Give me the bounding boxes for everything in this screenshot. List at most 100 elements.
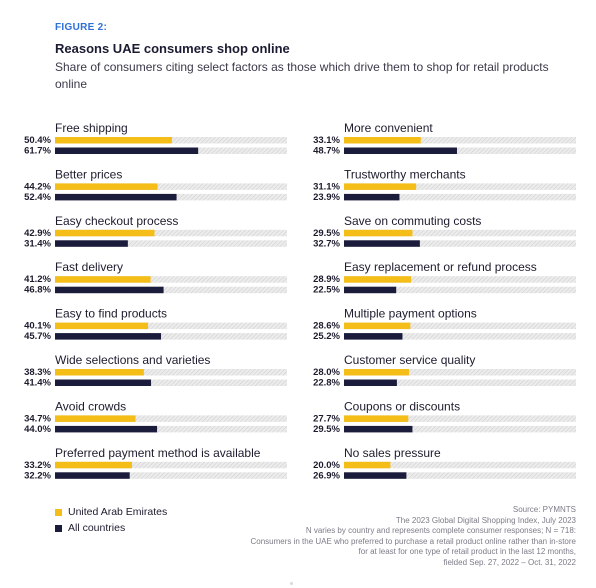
legend-swatch-uae: [55, 508, 62, 516]
value-label-all: 48.7%: [313, 146, 340, 157]
bar-all: [55, 240, 128, 247]
legend: United Arab Emirates All countries: [55, 504, 167, 536]
bar-track: [344, 229, 576, 237]
value-label-uae: 44.2%: [24, 181, 51, 192]
category-label: Preferred payment method is available: [55, 446, 261, 460]
bar-uae: [344, 229, 413, 237]
bar-track: [344, 240, 576, 247]
source-line: fielded Sep. 27, 2022 – Oct. 31, 2022: [443, 557, 576, 567]
bar-track: [344, 286, 576, 294]
value-label-uae: 28.0%: [313, 367, 340, 378]
value-label-uae: 41.2%: [24, 274, 51, 285]
value-label-all: 22.5%: [313, 285, 340, 296]
value-label-all: 61.7%: [24, 146, 51, 157]
bar-all: [55, 472, 130, 479]
value-label-uae: 50.4%: [24, 135, 51, 146]
bar-track: [55, 322, 287, 330]
bar-all: [55, 379, 152, 386]
source-line: Consumers in the UAE who preferred to pu…: [250, 536, 576, 546]
bar-all: [55, 193, 177, 201]
legend-item-uae: United Arab Emirates: [55, 504, 167, 520]
value-label-uae: 33.2%: [24, 460, 51, 471]
category-label: Easy checkout process: [55, 214, 178, 228]
bar-track: [55, 240, 287, 247]
source-line: The 2023 Global Digital Shopping Index, …: [395, 515, 576, 525]
source-line: Source: PYMNTS: [512, 505, 576, 514]
value-label-uae: 20.0%: [313, 460, 340, 471]
bar-uae: [344, 137, 421, 144]
category-label: Easy to find products: [55, 307, 167, 321]
bar-all: [344, 240, 420, 247]
value-label-all: 26.9%: [313, 470, 340, 481]
bar-uae: [344, 415, 409, 422]
bar-uae: [55, 183, 158, 190]
bar-uae: [55, 229, 155, 237]
category-label: Multiple payment options: [344, 307, 477, 321]
source-line: N varies by country and represents compl…: [305, 526, 576, 536]
bar-all: [344, 333, 403, 340]
bar-uae: [344, 322, 411, 330]
bar-all: [344, 425, 413, 433]
bar-track: [55, 425, 287, 433]
bar-uae: [344, 183, 417, 190]
value-label-all: 29.5%: [313, 424, 340, 435]
bar-uae: [344, 461, 391, 469]
bar-all: [344, 286, 397, 294]
bar-all: [344, 147, 457, 154]
bar-track: [344, 415, 576, 422]
category-label: No sales pressure: [344, 446, 441, 460]
category-label: More convenient: [344, 121, 433, 135]
chart-subtitle: Share of consumers citing select factors…: [55, 60, 549, 91]
value-label-all: 52.4%: [24, 192, 51, 203]
bar-track: [344, 461, 576, 469]
legend-swatch-all: [55, 524, 62, 532]
value-label-all: 41.4%: [24, 378, 51, 389]
category-label: Wide selections and varieties: [55, 353, 210, 367]
bar-track: [55, 472, 287, 479]
value-label-uae: 31.1%: [313, 181, 340, 192]
category-label: Free shipping: [55, 121, 128, 135]
value-label-uae: 33.1%: [313, 135, 340, 146]
bar-track: [344, 379, 576, 386]
bar-track: [55, 183, 287, 190]
value-label-all: 32.7%: [313, 238, 340, 249]
bar-uae: [55, 276, 151, 283]
source-note: Source: PYMNTS The 2023 Global Digital S…: [186, 505, 576, 569]
legend-label-uae: United Arab Emirates: [68, 506, 168, 518]
value-label-uae: 28.9%: [313, 274, 340, 285]
bar-track: [55, 276, 287, 283]
value-label-uae: 38.3%: [24, 367, 51, 378]
value-label-all: 22.8%: [313, 378, 340, 389]
value-label-all: 44.0%: [24, 424, 51, 435]
source-line: for at least for one type of retail prod…: [358, 547, 576, 557]
category-label: Easy replacement or refund process: [344, 260, 537, 274]
bar-track: [344, 147, 576, 154]
legend-item-all: All countries: [55, 520, 167, 536]
bar-chart: Free shipping 50.4%61.7% Better prices 44.2…: [24, 121, 576, 481]
value-label-uae: 42.9%: [24, 228, 51, 239]
value-label-all: 45.7%: [24, 331, 51, 342]
bar-track: [344, 276, 576, 283]
category-label: Coupons or discounts: [344, 399, 460, 413]
category-label: Trustworthy merchants: [344, 167, 466, 181]
bar-track: [344, 137, 576, 144]
bar-uae: [55, 322, 149, 330]
category-label: Fast delivery: [55, 260, 123, 274]
bar-track: [344, 322, 576, 330]
value-label-uae: 40.1%: [24, 321, 51, 332]
value-label-uae: 34.7%: [24, 413, 51, 424]
category-label: Save on commuting costs: [344, 214, 481, 228]
bar-all: [55, 425, 158, 433]
category-label: Better prices: [55, 167, 122, 181]
bar-uae: [55, 461, 133, 469]
category-label: Customer service quality: [344, 353, 475, 367]
value-label-all: 32.2%: [24, 470, 51, 481]
chart-title: Reasons UAE consumers shop online: [55, 41, 290, 56]
bar-track: [55, 286, 287, 294]
bar-all: [344, 379, 397, 386]
bar-track: [55, 461, 287, 469]
bar-all: [344, 193, 400, 201]
bar-all: [55, 333, 162, 340]
bar-all: [55, 147, 199, 154]
bar-track: [55, 229, 287, 237]
